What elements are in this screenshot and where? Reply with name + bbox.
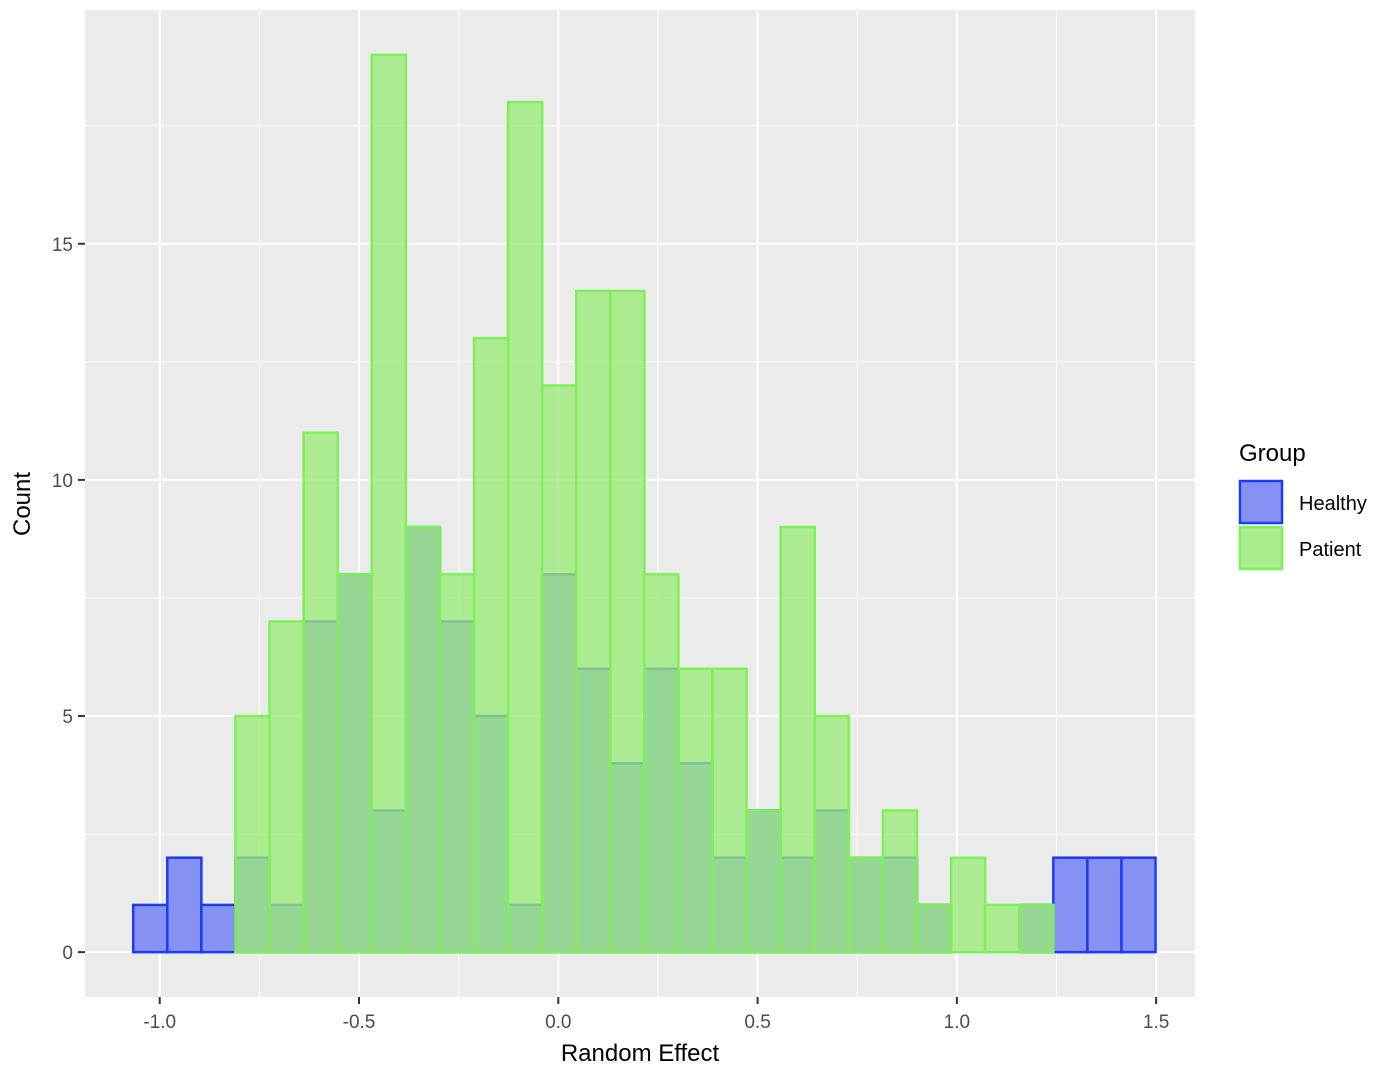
patient-bar [609, 289, 646, 954]
patient-bar [779, 525, 817, 954]
x-tick-label: 1.0 [944, 1012, 970, 1033]
patient-bar [847, 856, 885, 954]
y-axis: 0 5 10 15 [52, 235, 85, 964]
patient-bar [949, 856, 987, 954]
patient-bar [1017, 903, 1055, 954]
patient-bar [472, 336, 510, 954]
healthy-bar [200, 903, 237, 954]
patient-bar [540, 384, 578, 954]
legend: Group Healthy Patient [1238, 440, 1367, 571]
y-tick-label: 0 [62, 943, 73, 964]
healthy-bar [1086, 856, 1123, 954]
patient-bar [404, 525, 442, 954]
patient-bar [677, 667, 714, 954]
y-tick-label: 5 [62, 707, 73, 728]
y-tick-label: 10 [52, 471, 73, 492]
patient-bar [915, 903, 953, 954]
x-axis-title: Random Effect [561, 1040, 720, 1067]
patient-bar [234, 714, 271, 954]
x-tick-label: 1.5 [1143, 1012, 1169, 1033]
legend-key-healthy [1238, 479, 1284, 525]
patient-bar [745, 809, 782, 954]
patient-bar [506, 100, 544, 954]
patient-bar [643, 573, 680, 954]
healthy-bar [131, 903, 169, 954]
y-axis-title: Count [9, 472, 36, 536]
patient-bar [983, 903, 1021, 954]
x-tick-label: -0.5 [343, 1012, 376, 1033]
patient-bar [268, 620, 305, 954]
x-tick-label: -1.0 [143, 1012, 176, 1033]
healthy-bar [1120, 856, 1157, 954]
legend-label-healthy: Healthy [1299, 493, 1367, 515]
patient-bar [813, 714, 851, 954]
healthy-bar [166, 856, 203, 954]
patient-bars [234, 53, 1055, 954]
patient-bar [711, 667, 748, 954]
patient-bar [302, 431, 339, 954]
patient-bar [881, 809, 919, 954]
healthy-bar [1052, 856, 1089, 954]
x-tick-label: 0.5 [744, 1012, 770, 1033]
x-tick-label: 0.0 [545, 1012, 571, 1033]
legend-title: Group [1239, 440, 1306, 467]
legend-key-patient [1238, 525, 1284, 571]
legend-label-patient: Patient [1299, 539, 1362, 561]
patient-bar [438, 573, 476, 954]
patient-bar [336, 573, 374, 954]
patient-bar [370, 53, 408, 954]
x-axis: -1.0 -0.5 0.0 0.5 1.0 1.5 [143, 997, 1169, 1033]
y-tick-label: 15 [52, 235, 73, 256]
patient-bar [574, 289, 612, 954]
